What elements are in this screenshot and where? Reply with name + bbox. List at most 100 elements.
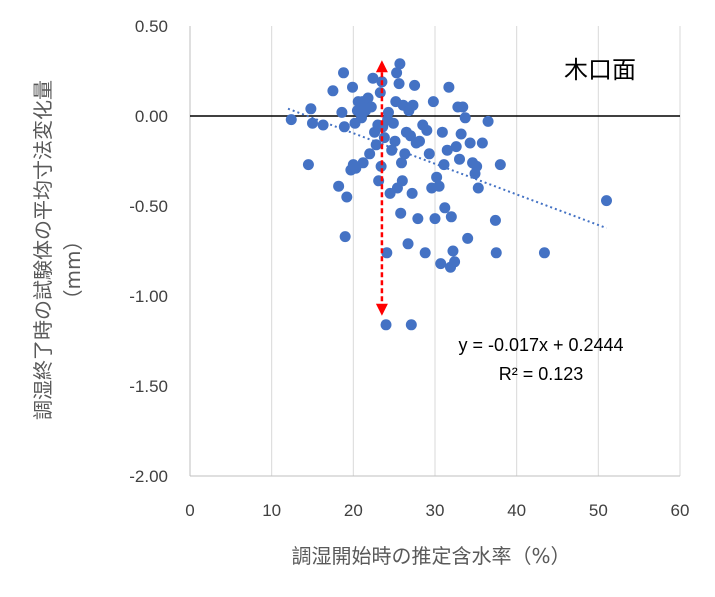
- data-point: [381, 247, 393, 259]
- range-arrow-head-top: [375, 60, 388, 73]
- x-tick-label: 10: [262, 501, 281, 520]
- data-point: [443, 81, 455, 93]
- y-axis-unit: （mm）: [61, 231, 85, 310]
- data-point: [490, 247, 502, 259]
- data-point: [409, 79, 421, 91]
- axes: [189, 26, 680, 477]
- trendline-r-squared: R² = 0.123: [499, 364, 584, 384]
- data-point: [412, 213, 424, 225]
- x-tick-label: 40: [507, 501, 526, 520]
- data-point: [365, 101, 377, 113]
- data-point: [476, 137, 488, 149]
- data-point: [339, 231, 351, 243]
- data-point: [327, 85, 339, 97]
- y-axis-label: 調湿終了時の試験体の平均寸法変化量: [31, 80, 55, 420]
- x-axis-label: 調湿開始時の推定含水率（%）: [291, 544, 570, 568]
- data-point: [538, 247, 550, 259]
- data-point: [482, 115, 494, 127]
- data-point: [378, 132, 390, 144]
- data-point: [387, 117, 399, 129]
- data-point: [429, 213, 441, 225]
- x-tick-label: 20: [344, 501, 363, 520]
- data-point: [427, 96, 439, 108]
- data-point: [285, 114, 297, 126]
- data-point: [419, 247, 431, 259]
- data-point: [336, 106, 348, 118]
- trendline-equation: y = -0.017x + 0.2444: [458, 335, 623, 355]
- data-point: [375, 160, 387, 172]
- tick-labels: 0.50 0.00 -0.50 -1.00 -1.50 -2.00 0 10 20 30 40 50 6…: [129, 17, 689, 520]
- data-point: [447, 245, 459, 257]
- data-point: [402, 238, 414, 250]
- data-point: [421, 124, 433, 136]
- data-point: [433, 180, 445, 192]
- data-point: [370, 139, 382, 151]
- data-point: [459, 112, 471, 124]
- data-point: [494, 159, 506, 171]
- data-point: [302, 159, 314, 171]
- data-point: [333, 180, 345, 192]
- data-point: [374, 87, 386, 99]
- data-point: [367, 72, 379, 84]
- data-point: [471, 160, 483, 172]
- data-point: [317, 119, 329, 131]
- data-point: [445, 211, 457, 223]
- y-tick-label: 0.50: [135, 17, 168, 36]
- x-tick-label: 50: [589, 501, 608, 520]
- data-point: [399, 148, 411, 160]
- x-tick-label: 0: [185, 501, 194, 520]
- data-point: [386, 144, 398, 156]
- data-point: [393, 78, 405, 90]
- data-point: [305, 103, 317, 115]
- data-point: [394, 58, 406, 70]
- data-point: [406, 187, 418, 199]
- x-tick-label: 60: [671, 501, 690, 520]
- data-point: [362, 92, 374, 104]
- data-point: [454, 153, 465, 165]
- range-arrow-head-bottom: [375, 303, 388, 316]
- data-point: [431, 171, 443, 183]
- data-point: [338, 121, 350, 133]
- data-point: [449, 256, 461, 268]
- data-point: [601, 195, 612, 207]
- data-point: [489, 214, 501, 226]
- data-point: [462, 232, 474, 244]
- data-point: [338, 67, 350, 79]
- data-point: [341, 191, 353, 203]
- data-point: [436, 126, 448, 138]
- data-point: [389, 135, 401, 147]
- data-point: [413, 135, 425, 147]
- data-point: [307, 117, 318, 129]
- data-point: [407, 99, 419, 111]
- y-tick-label: 0.00: [135, 107, 168, 126]
- range-arrow-layer: [375, 60, 388, 316]
- data-point: [464, 137, 476, 149]
- data-point: [347, 81, 359, 93]
- data-point: [405, 319, 417, 331]
- data-point: [435, 258, 447, 270]
- y-tick-label: -0.50: [129, 197, 168, 216]
- data-point: [364, 148, 376, 160]
- y-tick-label: -1.00: [129, 287, 168, 306]
- data-point: [438, 159, 450, 171]
- data-point: [395, 207, 407, 219]
- data-point: [382, 106, 394, 118]
- data-point: [396, 175, 408, 187]
- y-tick-label: -2.00: [129, 467, 168, 486]
- data-point: [391, 67, 403, 79]
- data-point: [472, 182, 484, 194]
- data-point: [450, 141, 462, 153]
- data-point: [457, 101, 469, 113]
- data-points: [285, 58, 612, 331]
- data-point: [357, 157, 369, 169]
- data-point: [441, 144, 453, 156]
- x-tick-label: 30: [426, 501, 445, 520]
- data-point: [396, 157, 408, 169]
- data-point: [380, 319, 392, 331]
- inset-label: 木口面: [564, 56, 636, 84]
- y-tick-label: -1.50: [129, 377, 168, 396]
- data-point: [439, 202, 451, 214]
- data-point: [455, 128, 467, 140]
- data-point: [423, 148, 435, 160]
